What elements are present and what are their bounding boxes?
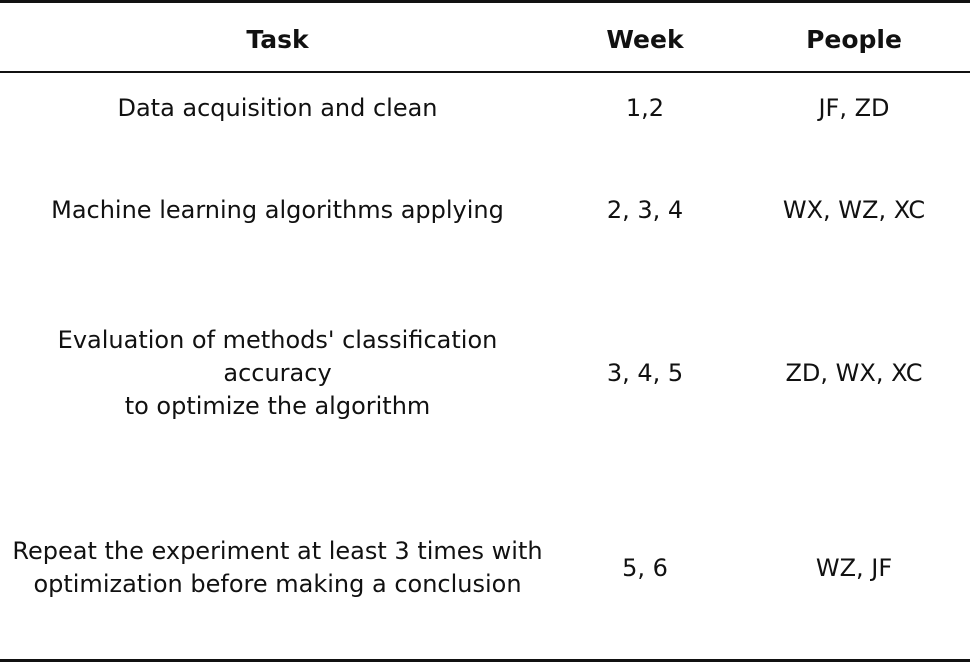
row-3-task: Evaluation of methods' classification ac… — [57, 325, 498, 420]
row-4-week: 5, 6 — [622, 553, 668, 582]
header-people: People — [806, 24, 902, 54]
row-1-people: JF, ZD — [818, 93, 890, 122]
row-2-people: WX, WZ, XC — [782, 195, 926, 224]
table-bottom-rule — [0, 659, 970, 662]
row-1-task: Data acquisition and clean — [117, 93, 438, 122]
header-rule — [0, 71, 970, 73]
table-top-rule — [0, 0, 970, 3]
row-1-week: 1,2 — [625, 93, 665, 122]
header-task: Task — [246, 24, 309, 54]
row-4-people: WZ, JF — [815, 553, 893, 582]
row-3-week: 3, 4, 5 — [606, 358, 684, 387]
row-2-task: Machine learning algorithms applying — [51, 195, 504, 224]
row-4-task: Repeat the experiment at least 3 times w… — [12, 537, 543, 598]
header-week: Week — [606, 24, 684, 54]
row-2-week: 2, 3, 4 — [606, 195, 684, 224]
row-3-people: ZD, WX, XC — [785, 358, 923, 387]
